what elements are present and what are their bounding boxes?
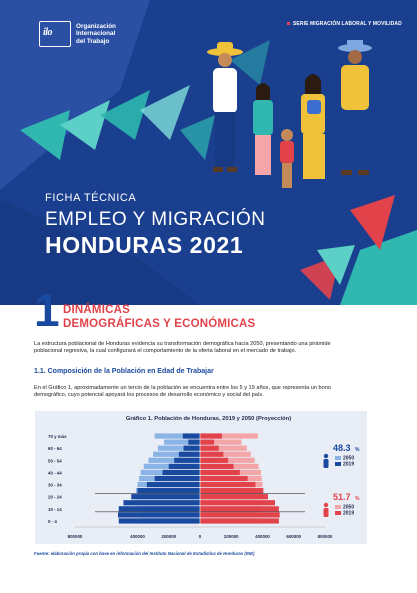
family-illustration xyxy=(207,40,372,188)
male-person-icon xyxy=(323,453,329,459)
y-tick-label: 20 - 24 xyxy=(48,495,62,500)
chart-title: Gráfico 1. Población de Honduras, 2019 y… xyxy=(125,416,292,422)
section-title-line: DEMOGRÁFICAS Y ECONÓMICAS xyxy=(63,318,256,330)
org-name-line: Organización xyxy=(76,23,116,31)
document-kicker: FICHA TÉCNICA xyxy=(45,192,137,204)
y-tick-label: 0 - 4 xyxy=(48,519,57,524)
pyramid-bar xyxy=(137,488,200,494)
hero-geometric-background xyxy=(0,0,417,305)
y-tick-label: 70 y más xyxy=(48,434,67,439)
pyramid-bar xyxy=(200,481,256,488)
body-paragraph: En el Gráfico 1, aproximadamente un terc… xyxy=(34,385,331,400)
female-person-icon-body xyxy=(323,508,329,517)
pyramid-bar xyxy=(154,433,200,439)
male-pct-sign: % xyxy=(355,447,360,453)
pyramid-bar xyxy=(174,457,200,463)
paragraph-line: poblacional regresiva, la cual configura… xyxy=(34,348,297,355)
paragraph-line: demográfico, cuyo potencial apoyará los … xyxy=(34,392,264,399)
x-tick-label: 200000 xyxy=(161,534,176,539)
pyramid-bar xyxy=(117,512,200,518)
pyramid-bar xyxy=(200,494,268,500)
y-tick-label: 10 - 14 xyxy=(48,507,62,512)
pyramid-bar xyxy=(200,506,279,512)
pyramid-bar xyxy=(182,433,200,439)
section-title-line: DINÁMICAS xyxy=(63,304,130,316)
pyramid-bar xyxy=(200,439,215,445)
legend-swatch-2019 xyxy=(335,462,341,466)
paragraph-line: En el Gráfico 1, aproximadamente un terc… xyxy=(34,385,331,391)
x-tick-label: 400000 xyxy=(255,534,270,539)
pyramid-bar xyxy=(200,451,224,457)
pyramid-bar xyxy=(178,451,200,457)
pyramid-bar xyxy=(153,451,200,457)
legend-swatch-2050 xyxy=(335,456,341,460)
section-title: DINÁMICAS DEMOGRÁFICAS Y ECONÓMICAS xyxy=(63,303,255,331)
document-title-line2: HONDURAS 2021 xyxy=(45,232,244,258)
paragraph-line: La estructura poblacional de Honduras ev… xyxy=(34,341,331,347)
x-tick-label: 600000 xyxy=(286,534,301,539)
pyramid-bar xyxy=(118,506,200,512)
chart-source: Fuente: elaboración propia con base en i… xyxy=(34,551,255,556)
x-tick-label: 400000 xyxy=(130,534,145,539)
x-tick-label: 0 xyxy=(199,534,202,539)
pyramid-bar xyxy=(200,457,229,463)
pyramid-bar xyxy=(200,433,222,439)
pyramid-bar xyxy=(188,439,200,445)
pyramid-bar xyxy=(168,463,200,469)
pyramid-bar xyxy=(200,500,275,506)
section-number: 1 xyxy=(34,284,60,336)
pyramid-bar xyxy=(118,518,200,524)
org-name-line: Internacional xyxy=(76,30,116,38)
pyramid-bar xyxy=(183,445,200,451)
pyramid-bar xyxy=(200,488,264,494)
legend-label-2050: 2050 xyxy=(343,456,354,462)
ilo-emblem-icon: ilo xyxy=(39,21,71,47)
pyramid-bar xyxy=(200,475,248,482)
intro-paragraph: La estructura poblacional de Honduras ev… xyxy=(34,341,331,356)
pyramid-bar xyxy=(200,439,242,445)
male-person-icon-body xyxy=(323,459,329,468)
ilo-logo: ilo Organización Internacional del Traba… xyxy=(39,21,116,47)
org-name: Organización Internacional del Trabajo xyxy=(76,23,116,45)
legend-swatch-2050 xyxy=(335,505,341,509)
subsection-heading: 1.1. Composición de la Población en Edad… xyxy=(34,368,214,375)
cover-hero: ilo Organización Internacional del Traba… xyxy=(0,0,417,305)
x-tick-label: 800000 xyxy=(68,534,83,539)
document-title-line1: EMPLEO Y MIGRACIÓN xyxy=(45,209,266,230)
pyramid-bar xyxy=(200,433,258,439)
pyramid-bar xyxy=(200,512,280,518)
pyramid-bar xyxy=(154,475,200,482)
y-tick-label: 30 - 34 xyxy=(48,483,62,488)
legend-label-2050: 2050 xyxy=(343,505,354,511)
pyramid-bar xyxy=(200,451,251,457)
y-tick-label: 50 - 54 xyxy=(48,458,62,463)
female-person-icon xyxy=(323,502,329,508)
legend-swatch-2019 xyxy=(335,511,341,515)
pyramid-bar xyxy=(200,445,219,451)
male-pct: 48.3 xyxy=(333,443,351,453)
pyramid-bar xyxy=(200,469,240,476)
pyramid-bar xyxy=(200,463,234,469)
pyramid-bar xyxy=(146,481,200,488)
org-name-line: del Trabajo xyxy=(76,37,110,45)
pyramid-bar xyxy=(131,494,200,500)
pyramid-bar xyxy=(157,445,200,451)
y-tick-label: 60 - 64 xyxy=(48,446,62,451)
pyramid-bar xyxy=(123,500,200,506)
female-pct-sign: % xyxy=(355,496,360,502)
y-tick-label: 40 - 44 xyxy=(48,470,62,475)
legend-label-2019: 2019 xyxy=(343,462,354,468)
pyramid-bar xyxy=(200,445,247,451)
x-tick-label: 800000 xyxy=(318,534,333,539)
x-tick-label: 200000 xyxy=(224,534,239,539)
series-tag: SERIE MIGRACIÓN LABORAL Y MOVILIDAD xyxy=(287,21,402,27)
pyramid-bar xyxy=(164,439,200,445)
pyramid-bar xyxy=(162,469,200,476)
legend-label-2019: 2019 xyxy=(343,511,354,517)
pyramid-bar xyxy=(200,518,279,524)
female-pct: 51.7 xyxy=(333,492,351,502)
